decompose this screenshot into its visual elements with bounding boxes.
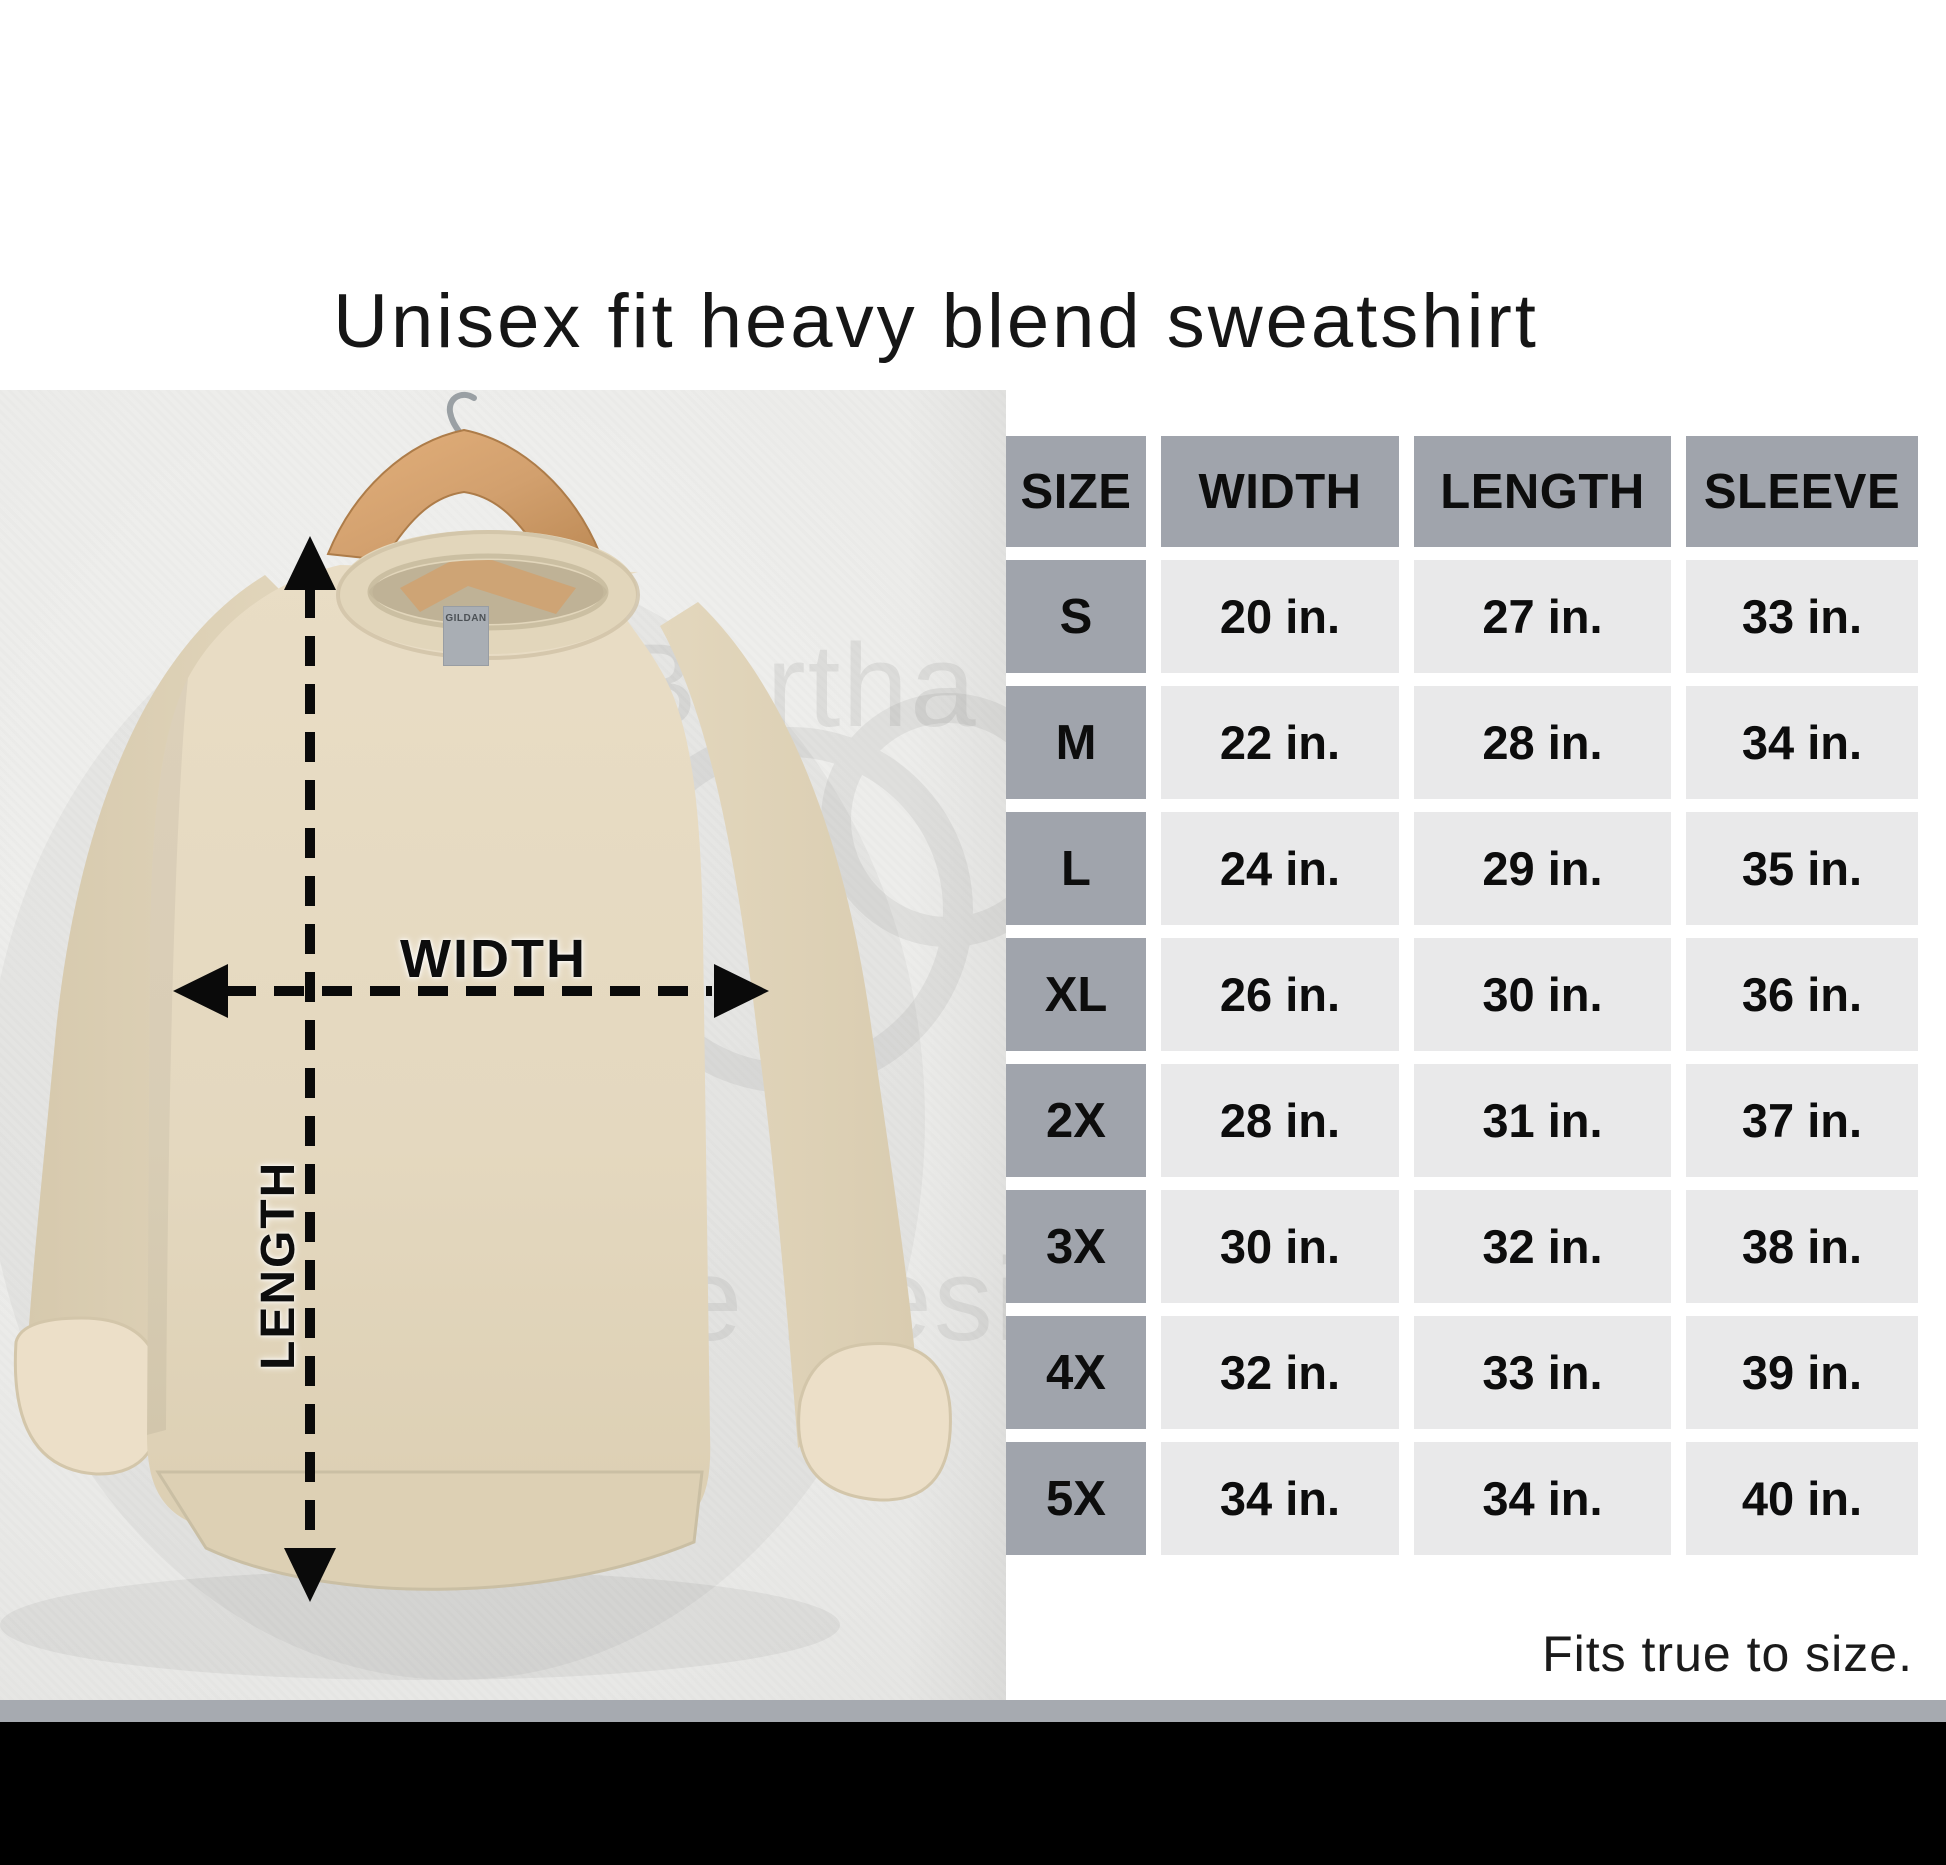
length-measure-label: LENGTH bbox=[252, 1160, 305, 1370]
width-cell: 34 in. bbox=[1161, 1442, 1399, 1555]
column-header-sleeve: SLEEVE bbox=[1686, 436, 1918, 547]
length-cell: 30 in. bbox=[1414, 938, 1671, 1051]
bottom-gray-band bbox=[0, 1700, 1946, 1722]
length-cell: 28 in. bbox=[1414, 686, 1671, 799]
column-header-length: LENGTH bbox=[1414, 436, 1671, 547]
right-cuff bbox=[797, 1342, 952, 1502]
size-cell: M bbox=[1006, 686, 1146, 799]
sleeve-cell: 39 in. bbox=[1686, 1316, 1918, 1429]
width-cell: 26 in. bbox=[1161, 938, 1399, 1051]
size-cell: S bbox=[1006, 560, 1146, 673]
width-cell: 30 in. bbox=[1161, 1190, 1399, 1303]
sweatshirt bbox=[13, 530, 952, 1591]
sleeve-cell: 40 in. bbox=[1686, 1442, 1918, 1555]
collar-brand-tag-label: GILDAN bbox=[445, 613, 487, 624]
sleeve-cell: 33 in. bbox=[1686, 560, 1918, 673]
length-cell: 31 in. bbox=[1414, 1064, 1671, 1177]
arrowhead-left-icon bbox=[173, 964, 228, 1018]
size-cell: L bbox=[1006, 812, 1146, 925]
sleeve-cell: 35 in. bbox=[1686, 812, 1918, 925]
hanger bbox=[326, 391, 602, 562]
length-cell: 34 in. bbox=[1414, 1442, 1671, 1555]
left-cuff bbox=[13, 1316, 164, 1476]
size-cell: 5X bbox=[1006, 1442, 1146, 1555]
fit-footnote: Fits true to size. bbox=[1542, 1626, 1913, 1682]
sleeve-cell: 37 in. bbox=[1686, 1064, 1918, 1177]
width-cell: 20 in. bbox=[1161, 560, 1399, 673]
collar-brand-tag: GILDAN bbox=[443, 606, 489, 666]
measurement-arrows bbox=[173, 536, 769, 1602]
product-photo: Bertha Tee Designs bbox=[0, 390, 1006, 1700]
length-cell: 32 in. bbox=[1414, 1190, 1671, 1303]
width-cell: 22 in. bbox=[1161, 686, 1399, 799]
sleeve-cell: 38 in. bbox=[1686, 1190, 1918, 1303]
length-cell: 33 in. bbox=[1414, 1316, 1671, 1429]
page-title: Unisex fit heavy blend sweatshirt bbox=[333, 279, 1539, 364]
size-cell: XL bbox=[1006, 938, 1146, 1051]
column-header-size: SIZE bbox=[1006, 436, 1146, 547]
length-cell: 29 in. bbox=[1414, 812, 1671, 925]
width-cell: 32 in. bbox=[1161, 1316, 1399, 1429]
width-cell: 24 in. bbox=[1161, 812, 1399, 925]
size-cell: 4X bbox=[1006, 1316, 1146, 1429]
size-cell: 2X bbox=[1006, 1064, 1146, 1177]
hanger-body bbox=[326, 428, 602, 562]
arrowhead-up-icon bbox=[284, 536, 336, 590]
size-cell: 3X bbox=[1006, 1190, 1146, 1303]
column-header-width: WIDTH bbox=[1161, 436, 1399, 547]
width-cell: 28 in. bbox=[1161, 1064, 1399, 1177]
size-chart-table: SIZE WIDTH LENGTH SLEEVE S 20 in. 27 in.… bbox=[1006, 436, 1918, 1555]
collar-wood-glimpse bbox=[400, 552, 576, 614]
sleeve-cell: 34 in. bbox=[1686, 686, 1918, 799]
width-measure-label: WIDTH bbox=[400, 929, 587, 989]
arrowhead-down-icon bbox=[284, 1548, 336, 1602]
sweatshirt-illustration bbox=[0, 391, 1006, 1680]
bottom-black-bar bbox=[0, 1722, 1946, 1865]
arrowhead-right-icon bbox=[714, 964, 769, 1018]
floor-shadow bbox=[0, 1570, 840, 1680]
sleeve-cell: 36 in. bbox=[1686, 938, 1918, 1051]
length-cell: 27 in. bbox=[1414, 560, 1671, 673]
